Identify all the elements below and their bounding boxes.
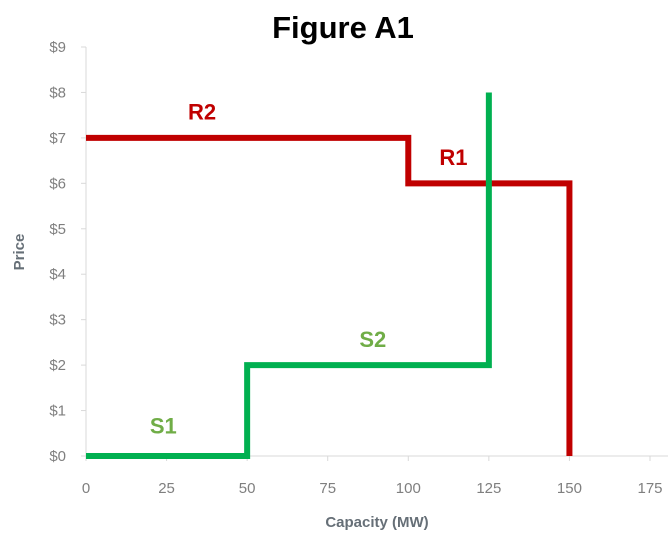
- y-tick-label: $5: [49, 221, 66, 238]
- x-tick-label: 50: [239, 480, 256, 497]
- annotation-s1: S1: [150, 413, 177, 438]
- y-tick-label: $7: [49, 130, 66, 147]
- x-ticks-group: 0 25 50 75 100 125 150 175: [82, 456, 663, 497]
- annotation-s2: S2: [359, 327, 386, 352]
- y-tick-label: $8: [49, 84, 66, 101]
- y-tick-label: $0: [49, 448, 66, 465]
- y-tick-label: $1: [49, 403, 66, 420]
- axes-group: [85, 47, 668, 457]
- x-tick-label: 150: [557, 480, 582, 497]
- x-axis-label: Capacity (MW): [325, 514, 428, 531]
- series-line-supply: [86, 92, 492, 459]
- y-tick-label: $9: [49, 39, 66, 56]
- series-lines-group: [86, 92, 573, 459]
- annotation-r1: R1: [439, 145, 467, 170]
- y-axis-label: Price: [11, 234, 28, 271]
- x-tick-label: 25: [158, 480, 175, 497]
- y-tick-label: $4: [49, 266, 66, 283]
- series-line-demand: [86, 134, 573, 456]
- x-tick-label: 0: [82, 480, 90, 497]
- y-tick-label: $2: [49, 357, 66, 374]
- y-ticks-group: $0 $1 $2 $3 $4 $5 $6 $7 $8 $9: [49, 39, 86, 465]
- x-tick-label: 100: [396, 480, 421, 497]
- y-tick-label: $3: [49, 312, 66, 329]
- x-tick-label: 75: [319, 480, 336, 497]
- y-tick-label: $6: [49, 175, 66, 192]
- x-tick-label: 125: [476, 480, 501, 497]
- x-tick-label: 175: [637, 480, 662, 497]
- chart-title: Figure A1: [272, 10, 414, 45]
- annotations-group: R2 R1 S2 S1: [150, 100, 468, 439]
- annotation-r2: R2: [188, 100, 216, 125]
